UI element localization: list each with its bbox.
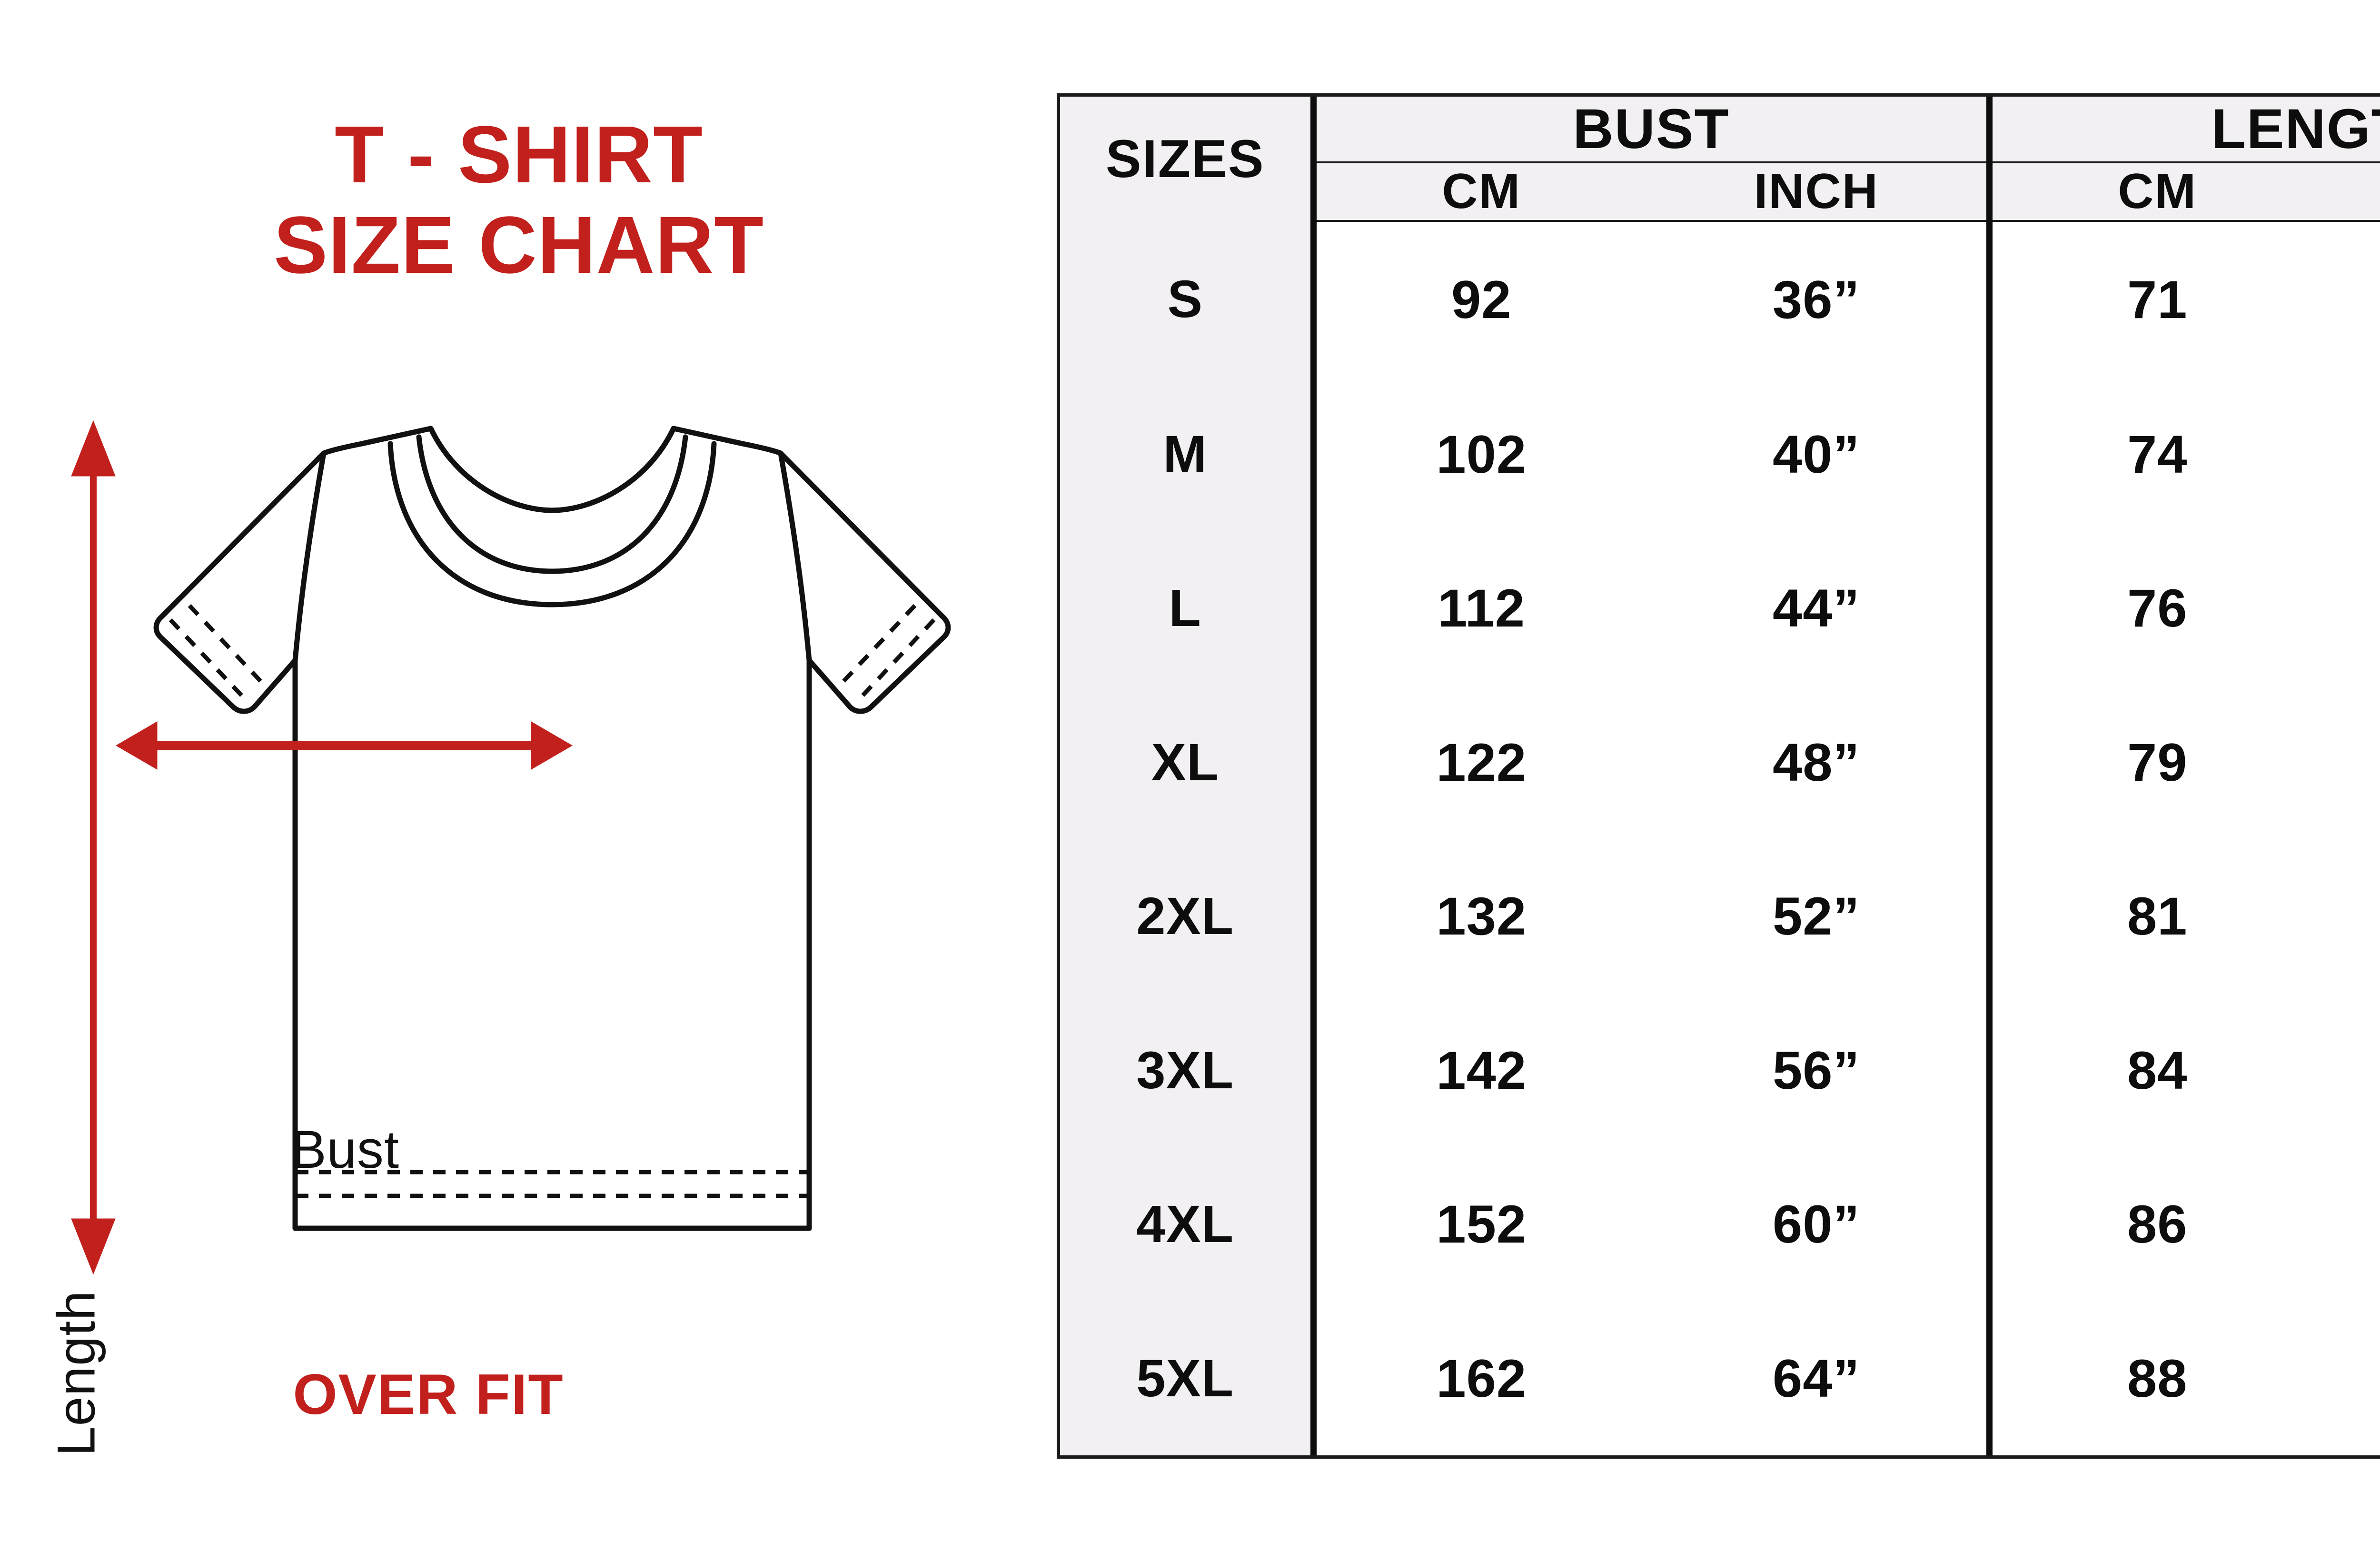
header-row-groups: SIZES BUST LENGTH — [1060, 97, 2380, 221]
header-sizes: SIZES — [1060, 97, 1317, 221]
cell-size: L — [1060, 531, 1317, 686]
header-length-inch: INCH — [2322, 162, 2380, 222]
cell-bust-cm: 142 — [1313, 993, 1646, 1147]
cell-bust-inch: 60” — [1646, 1147, 1993, 1302]
cell-bust-inch: 48” — [1646, 685, 1993, 839]
table-row: 2XL 132 52” 81 32” — [1060, 839, 2380, 994]
cell-size: S — [1060, 221, 1317, 378]
tshirt-drawing — [71, 420, 951, 1275]
cell-length-cm: 81 — [1989, 839, 2322, 994]
table-header: SIZES BUST LENGTH CM INCH CM INCH — [1060, 97, 2380, 222]
table-row: S 92 36” 71 28” — [1060, 221, 2380, 378]
bust-label: Bust — [290, 1120, 400, 1179]
header-group-length: LENGTH — [1989, 97, 2380, 163]
header-row-units: CM INCH CM INCH — [1060, 162, 2380, 222]
cell-bust-inch: 64” — [1646, 1301, 1993, 1455]
title-line-1: T - SHIRT — [335, 109, 703, 200]
cell-length-cm: 86 — [1989, 1147, 2322, 1302]
cell-size: 3XL — [1060, 993, 1317, 1147]
cell-bust-cm: 152 — [1313, 1147, 1646, 1302]
cell-bust-inch: 36” — [1646, 221, 1993, 378]
cell-bust-cm: 92 — [1313, 221, 1646, 378]
cell-length-cm: 71 — [1989, 221, 2322, 378]
cell-bust-cm: 132 — [1313, 839, 1646, 994]
cell-length-inch: 29” — [2322, 377, 2380, 531]
cell-bust-cm: 162 — [1313, 1301, 1646, 1455]
header-bust-inch: INCH — [1646, 162, 1993, 222]
page-title: T - SHIRT SIZE CHART — [0, 109, 1038, 291]
title-line-2: SIZE CHART — [274, 200, 764, 291]
tshirt-diagram: Bust Length — [0, 400, 1038, 1456]
cell-length-inch: 34” — [2322, 1147, 2380, 1302]
cell-length-inch: 30” — [2322, 531, 2380, 686]
cell-length-cm: 84 — [1989, 993, 2322, 1147]
cell-length-cm: 74 — [1989, 377, 2322, 531]
cell-length-inch: 28” — [2322, 221, 2380, 378]
table-row: 4XL 152 60” 86 34” — [1060, 1147, 2380, 1302]
size-table-container: SIZES BUST LENGTH CM INCH CM INCH S 92 — [1057, 93, 2380, 1459]
cell-length-inch: 32” — [2322, 839, 2380, 994]
cell-bust-inch: 40” — [1646, 377, 1993, 531]
table-row: XL 122 48” 79 31” — [1060, 685, 2380, 839]
cell-bust-cm: 122 — [1313, 685, 1646, 839]
table-row: 5XL 162 64” 88 35” — [1060, 1301, 2380, 1455]
cell-bust-inch: 56” — [1646, 993, 1993, 1147]
table-panel: SIZES BUST LENGTH CM INCH CM INCH S 92 — [1038, 0, 2380, 1542]
cell-length-inch: 31” — [2322, 685, 2380, 839]
header-length-cm: CM — [1989, 162, 2322, 222]
cell-size: 5XL — [1060, 1301, 1317, 1455]
cell-length-cm: 79 — [1989, 685, 2322, 839]
cell-size: XL — [1060, 685, 1317, 839]
cell-length-cm: 88 — [1989, 1301, 2322, 1455]
cell-size: 2XL — [1060, 839, 1317, 994]
size-table: SIZES BUST LENGTH CM INCH CM INCH S 92 — [1060, 97, 2380, 1455]
bust-arrow — [116, 721, 573, 770]
table-row: M 102 40” 74 29” — [1060, 377, 2380, 531]
table-row: L 112 44” 76 30” — [1060, 531, 2380, 686]
cell-bust-cm: 102 — [1313, 377, 1646, 531]
header-bust-cm: CM — [1313, 162, 1646, 222]
cell-bust-inch: 44” — [1646, 531, 1993, 686]
table-body: S 92 36” 71 28” M 102 40” 74 29” L — [1060, 221, 2380, 1455]
cell-bust-cm: 112 — [1313, 531, 1646, 686]
cell-bust-inch: 52” — [1646, 839, 1993, 994]
cell-size: M — [1060, 377, 1317, 531]
cell-length-inch: 33” — [2322, 993, 2380, 1147]
illustration-panel: T - SHIRT SIZE CHART — [0, 0, 1038, 1542]
header-group-bust: BUST — [1313, 97, 1993, 163]
cell-length-cm: 76 — [1989, 531, 2322, 686]
fit-caption: OVER FIT — [293, 1363, 564, 1426]
length-arrow — [71, 420, 116, 1275]
cell-size: 4XL — [1060, 1147, 1317, 1302]
table-row: 3XL 142 56” 84 33” — [1060, 993, 2380, 1147]
cell-length-inch: 35” — [2322, 1301, 2380, 1455]
